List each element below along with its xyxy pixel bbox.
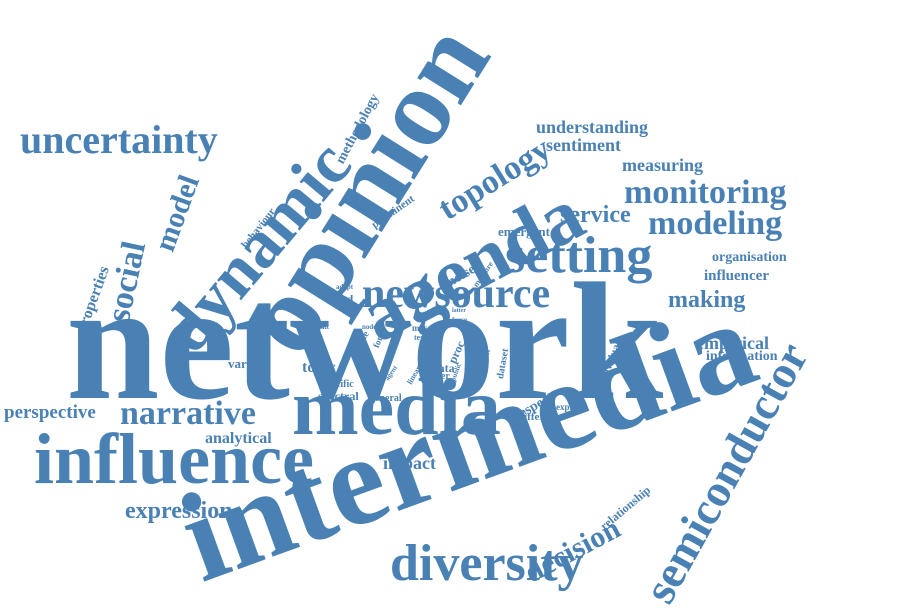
word-information: information: [706, 349, 778, 364]
word-mas: mas: [412, 323, 428, 333]
word-impact: impact: [383, 453, 436, 473]
word-force: force: [452, 316, 468, 324]
word-sentiment: sentiment: [546, 135, 621, 155]
word-spectral: spectral: [318, 389, 359, 403]
word-diversity: diversity: [390, 535, 584, 592]
word-perspective: perspective: [4, 402, 96, 423]
word-service: service: [560, 202, 631, 228]
word-other: other: [427, 371, 450, 382]
word-latter: latter: [452, 308, 466, 314]
word-influence: influence: [34, 419, 314, 499]
word-empirical: empirical: [696, 333, 769, 353]
word-express: express: [556, 402, 585, 412]
word-influencer: influencer: [704, 268, 769, 284]
word-network: network: [66, 249, 664, 435]
word-test: test: [414, 333, 426, 342]
word-different: different: [518, 411, 559, 423]
word-setting: setting: [505, 227, 653, 284]
word-narrative: narrative: [120, 395, 256, 432]
word-analytical: analytical: [205, 430, 272, 447]
word-expression: expression: [125, 498, 233, 524]
word-model: model: [148, 170, 206, 256]
word-modeling: modeling: [648, 205, 783, 242]
word-making: making: [668, 287, 746, 313]
word-specific: specific: [322, 379, 354, 390]
word-lead: lead: [332, 292, 354, 306]
word-general: general: [370, 393, 402, 404]
word-emergent: emergent: [498, 224, 550, 239]
word-uncertainty: uncertainty: [20, 117, 218, 162]
word-media: media: [292, 364, 501, 452]
word-understanding: understanding: [536, 117, 649, 137]
word-measuring: measuring: [622, 155, 703, 175]
word-monitoring: monitoring: [624, 174, 787, 211]
word-topic: topic: [302, 359, 336, 376]
word-adopt: adopt: [336, 283, 354, 291]
word-data: data: [432, 361, 455, 375]
word-relationship: relationship: [597, 482, 654, 533]
word-organisation: organisation: [712, 250, 787, 265]
word-various: various: [228, 356, 270, 371]
word-node: node: [362, 323, 377, 331]
word-result: result: [312, 323, 329, 331]
word-newsource: newsource: [362, 271, 551, 317]
word-hold: hold: [416, 316, 428, 322]
